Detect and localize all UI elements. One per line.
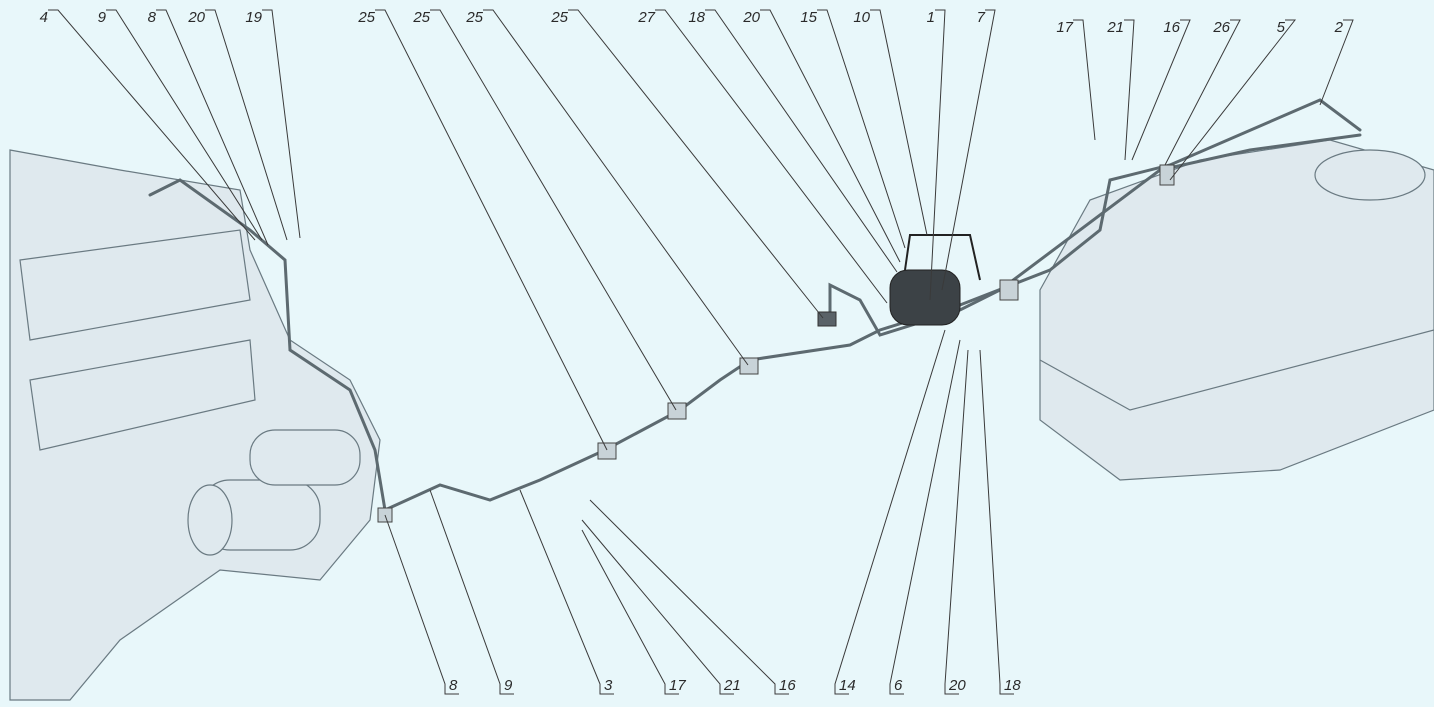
leader-line	[568, 9, 824, 319]
leader-line	[106, 9, 263, 241]
callout-label: 9	[98, 9, 107, 26]
callout-label: 10	[853, 9, 870, 26]
leader-line	[48, 9, 256, 241]
leader-line	[760, 9, 901, 263]
callout-label: 7	[977, 9, 986, 26]
callout-label: 8	[148, 9, 157, 26]
leader-line	[1073, 19, 1096, 141]
callout-label: 19	[245, 9, 262, 26]
leader-line	[655, 9, 888, 304]
engine	[9, 149, 381, 701]
leader-line	[817, 9, 906, 249]
callout-label: 25	[412, 9, 430, 26]
leader-line	[1131, 19, 1191, 161]
callout-label: 25	[465, 9, 483, 26]
callout-label: 5	[1277, 19, 1286, 36]
callout-label: 20	[742, 9, 760, 26]
callout-label: 21	[1106, 19, 1124, 36]
callout-label: 16	[1163, 19, 1180, 36]
leader-line	[262, 9, 301, 239]
leader-line	[870, 9, 928, 236]
filter	[889, 234, 981, 326]
callout-label: 3	[604, 677, 613, 694]
leader-line	[941, 9, 996, 291]
callout-label: 18	[688, 9, 705, 26]
leader-line	[944, 349, 969, 695]
leader-line	[581, 529, 679, 695]
fuel-tank	[1039, 139, 1434, 481]
callout-label: 14	[839, 677, 856, 694]
callout-label: 27	[637, 9, 655, 26]
leader-line	[929, 9, 946, 301]
callout-label: 8	[449, 677, 458, 694]
leader-line	[384, 514, 459, 695]
callout-label: 4	[40, 9, 48, 26]
leader-line	[705, 9, 898, 273]
leader-line	[1164, 19, 1241, 166]
callout-label: 2	[1334, 19, 1344, 36]
leader-line	[889, 339, 961, 695]
callout-label: 17	[1056, 19, 1073, 36]
callout-label: 15	[800, 9, 817, 26]
callout-label: 26	[1212, 19, 1230, 36]
leader-line	[1319, 19, 1354, 106]
leader-line	[375, 9, 608, 451]
leader-line	[156, 9, 269, 246]
leader-line	[589, 499, 789, 695]
leader-line	[834, 329, 946, 695]
callout-label: 9	[504, 677, 513, 694]
callout-label: 17	[669, 677, 686, 694]
leader-line	[519, 489, 614, 695]
leader-line	[581, 519, 734, 695]
callout-label: 18	[1004, 677, 1021, 694]
callout-label: 25	[550, 9, 568, 26]
callout-label: 16	[779, 677, 796, 694]
leader-line	[1124, 19, 1135, 161]
leader-line	[1169, 19, 1297, 181]
leader-line	[429, 489, 514, 695]
callout-label: 1	[927, 9, 935, 26]
leader-line	[979, 349, 1014, 695]
leader-line	[483, 9, 749, 366]
leader-line	[205, 9, 288, 241]
callout-label: 20	[187, 9, 205, 26]
callout-label: 25	[357, 9, 375, 26]
leader-line	[430, 9, 677, 411]
callout-label: 21	[723, 677, 741, 694]
callout-label: 6	[894, 677, 903, 694]
callouts: 4 9 8 20 19 25 25 25 25 27 18 20 15 10 1 717 21 16 26 5 28 9 3…	[40, 9, 1354, 695]
callout-label: 20	[948, 677, 966, 694]
